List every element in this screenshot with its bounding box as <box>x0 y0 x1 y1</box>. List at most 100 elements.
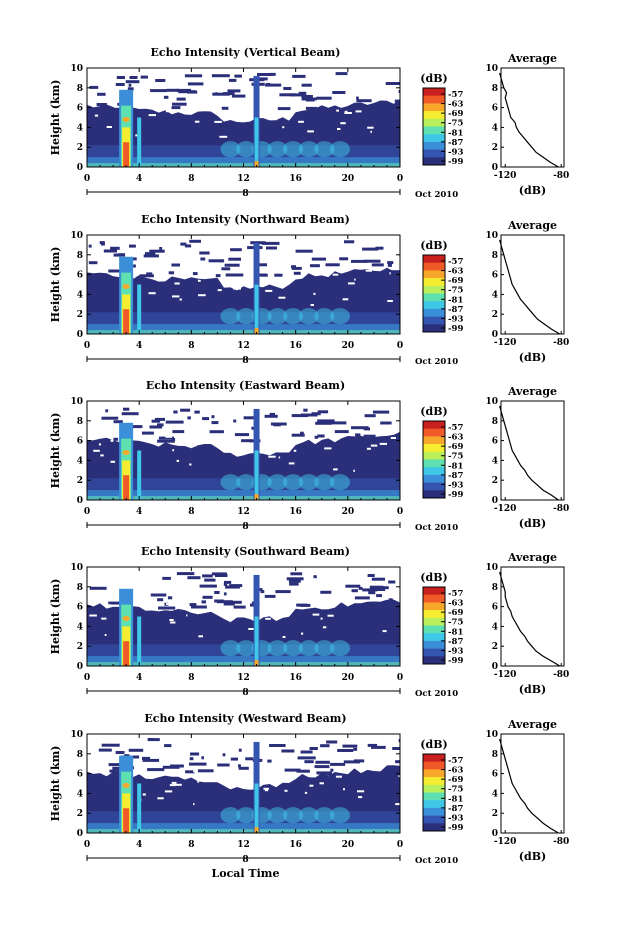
echo-cell <box>184 74 203 78</box>
echo-cell <box>214 591 220 594</box>
echo-cell <box>172 430 185 434</box>
gap-cell <box>197 780 200 783</box>
echo-cell <box>201 756 204 760</box>
gap-cell <box>197 279 201 282</box>
echo-cell <box>284 768 301 772</box>
echo-cell <box>231 94 246 98</box>
colorbar-tick-label: -81 <box>448 461 463 471</box>
echo-cell <box>367 743 378 747</box>
echo-cell <box>238 748 242 752</box>
gap-cell <box>337 128 341 130</box>
colorbar-segment <box>423 467 445 476</box>
echo-cell <box>332 91 346 94</box>
echo-cell <box>257 263 267 267</box>
date-suffix: Oct 2010 <box>415 689 458 699</box>
echo-cell <box>185 770 195 774</box>
bump <box>314 308 335 325</box>
column-13-core <box>254 660 259 666</box>
bump <box>330 474 351 491</box>
echo-cell <box>171 263 180 267</box>
echo-cell <box>344 240 355 244</box>
avg-y-tick-label: 4 <box>492 290 498 300</box>
echo-cell <box>385 82 400 85</box>
gap-cell <box>270 118 278 121</box>
echo-cell <box>115 83 125 86</box>
colorbar-segment <box>423 436 445 445</box>
colorbar-segment <box>423 293 445 302</box>
echo-cell <box>187 82 204 86</box>
echo-cell <box>88 261 98 265</box>
echo-cell <box>297 756 316 760</box>
average-title: Average <box>507 718 557 731</box>
avg-x-tick-label: -120 <box>494 837 517 847</box>
gap-cell <box>107 604 111 607</box>
gap-cell <box>166 603 174 606</box>
column-small <box>137 284 142 334</box>
gap-cell <box>370 130 372 133</box>
gap-cell <box>216 603 223 606</box>
echo-cell <box>103 249 117 253</box>
echo-cell <box>257 73 271 76</box>
y-tick-label: 4 <box>77 456 83 466</box>
echo-cell <box>330 762 346 766</box>
y-tick-label: 10 <box>70 64 83 74</box>
colorbar-segment <box>423 255 445 264</box>
avg-x-label: (dB) <box>519 850 546 863</box>
echo-cell <box>211 415 215 419</box>
date-suffix: Oct 2010 <box>415 856 458 866</box>
echo-cell <box>225 600 242 604</box>
x-tick-label: 20 <box>342 174 355 184</box>
colorbar-tick-label: -63 <box>448 599 463 609</box>
gap-cell <box>98 443 101 446</box>
y-tick-label: 8 <box>77 417 83 427</box>
echo-cell <box>317 410 329 414</box>
echo-cell <box>202 417 209 421</box>
echo-cell <box>363 434 376 438</box>
echo-cell <box>146 272 153 276</box>
x-tick-label: 0 <box>397 507 403 517</box>
gap-cell <box>172 295 180 298</box>
gap-cell <box>301 632 304 635</box>
gap-cell <box>172 449 175 452</box>
echo-cell <box>298 91 307 95</box>
echo-cell <box>222 753 226 757</box>
bump <box>283 807 304 824</box>
echo-cell <box>387 261 394 265</box>
echo-cell <box>291 414 309 418</box>
colorbar-segment <box>423 278 445 287</box>
panel-2: Echo Intensity (Northward Beam) Height (k… <box>49 213 569 367</box>
echo-cell <box>364 259 381 263</box>
y-tick-label: 0 <box>77 163 83 173</box>
avg-y-tick-label: 10 <box>485 563 498 573</box>
echo-cell <box>142 756 151 760</box>
echo-cell <box>194 410 200 414</box>
y-axis-label: Height (km) <box>49 80 62 156</box>
colorbar-tick-label: -87 <box>448 804 463 814</box>
colorbar-tick-label: -81 <box>448 128 463 138</box>
echo-cell <box>132 425 143 429</box>
echo-cell <box>90 440 101 444</box>
x-tick-label: 4 <box>136 507 142 517</box>
echo-cell <box>369 585 384 589</box>
gap-cell <box>179 298 182 301</box>
echo-cell <box>87 440 91 444</box>
echo-cell <box>367 574 375 577</box>
bump <box>283 640 304 657</box>
echo-cell <box>265 83 282 87</box>
bump <box>314 474 335 491</box>
echo-cell <box>233 419 237 423</box>
echo-cell <box>222 92 235 96</box>
echo-cell <box>215 274 221 278</box>
echo-cell <box>286 577 304 581</box>
avg-y-tick-label: 10 <box>485 730 498 740</box>
echo-cell <box>238 764 241 768</box>
gap-cell <box>133 276 136 279</box>
avg-x-tick-label: -80 <box>553 171 569 181</box>
echo-cell <box>301 94 310 98</box>
echo-cell <box>199 584 217 588</box>
bump <box>236 807 257 824</box>
bright-band <box>122 615 130 621</box>
y-tick-label: 0 <box>77 496 83 506</box>
colorbar-segment <box>423 800 445 809</box>
echo-cell <box>228 257 241 261</box>
